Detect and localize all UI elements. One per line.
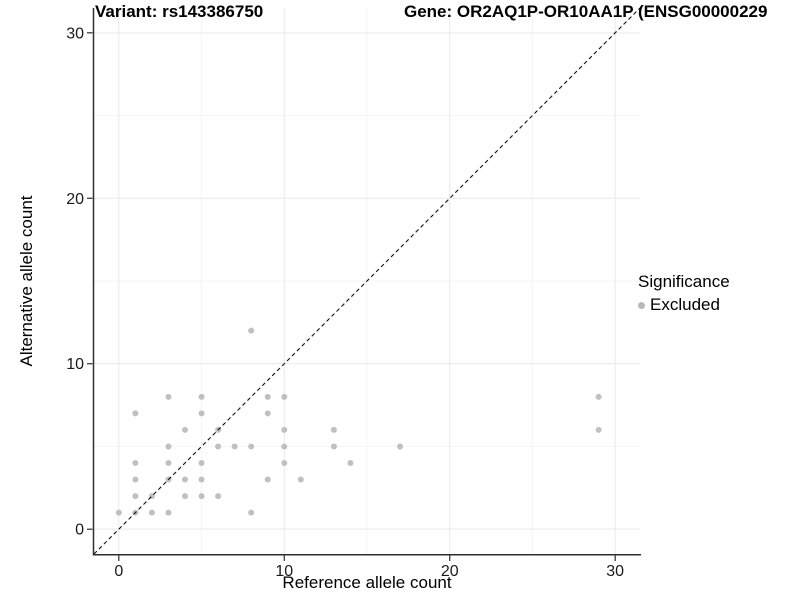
data-point [132, 493, 139, 500]
y-tick-label: 0 [75, 522, 84, 539]
data-point [198, 393, 205, 400]
data-point [231, 443, 238, 450]
y-tick-label: 30 [66, 25, 84, 42]
data-point [165, 460, 172, 466]
data-point [248, 327, 255, 334]
data-point [264, 476, 271, 483]
data-point [281, 426, 288, 433]
y-tick-label: 10 [66, 356, 84, 373]
y-tick-label: 20 [66, 191, 84, 208]
data-point [264, 393, 271, 400]
data-point [132, 410, 139, 417]
data-point [215, 443, 222, 450]
x-tick-label: 0 [114, 563, 123, 580]
data-point [198, 476, 205, 483]
data-point [397, 443, 404, 450]
y-axis-title: Alternative allele count [17, 195, 36, 367]
data-point [347, 460, 354, 466]
legend-title: Significance [638, 272, 730, 291]
data-point [264, 410, 271, 417]
data-point [165, 443, 172, 450]
data-point [281, 443, 288, 450]
data-point [132, 476, 139, 483]
data-point [248, 509, 255, 516]
data-point [182, 426, 188, 433]
data-point [182, 493, 188, 500]
variant-title: Variant: rs143386750 [95, 2, 264, 21]
identity-line [93, 7, 641, 555]
data-point [182, 476, 188, 483]
x-tick-label: 30 [606, 563, 624, 580]
data-point [198, 460, 205, 466]
data-point [281, 393, 288, 400]
legend-item-excluded: Excluded [638, 295, 730, 315]
legend: Significance Excluded [638, 272, 730, 315]
x-axis-title: Reference allele count [282, 573, 452, 592]
x-tick-label: 20 [441, 563, 459, 580]
data-point [198, 493, 205, 500]
x-tick-label: 10 [275, 563, 293, 580]
data-point [132, 460, 139, 466]
data-point [281, 460, 288, 466]
data-point [330, 426, 337, 433]
data-point [215, 493, 222, 500]
gene-title: Gene: OR2AQ1P-OR10AA1P (ENSG00000229 [404, 2, 768, 21]
data-point [165, 393, 172, 400]
data-point [330, 443, 337, 450]
data-point [595, 393, 602, 400]
data-point [115, 509, 122, 516]
data-point [248, 443, 255, 450]
data-point [198, 410, 205, 417]
legend-item-label: Excluded [650, 295, 720, 314]
excluded-point-icon [638, 301, 645, 309]
data-point [297, 476, 304, 483]
data-point [148, 509, 155, 516]
data-point [165, 509, 172, 516]
data-point [595, 426, 602, 433]
